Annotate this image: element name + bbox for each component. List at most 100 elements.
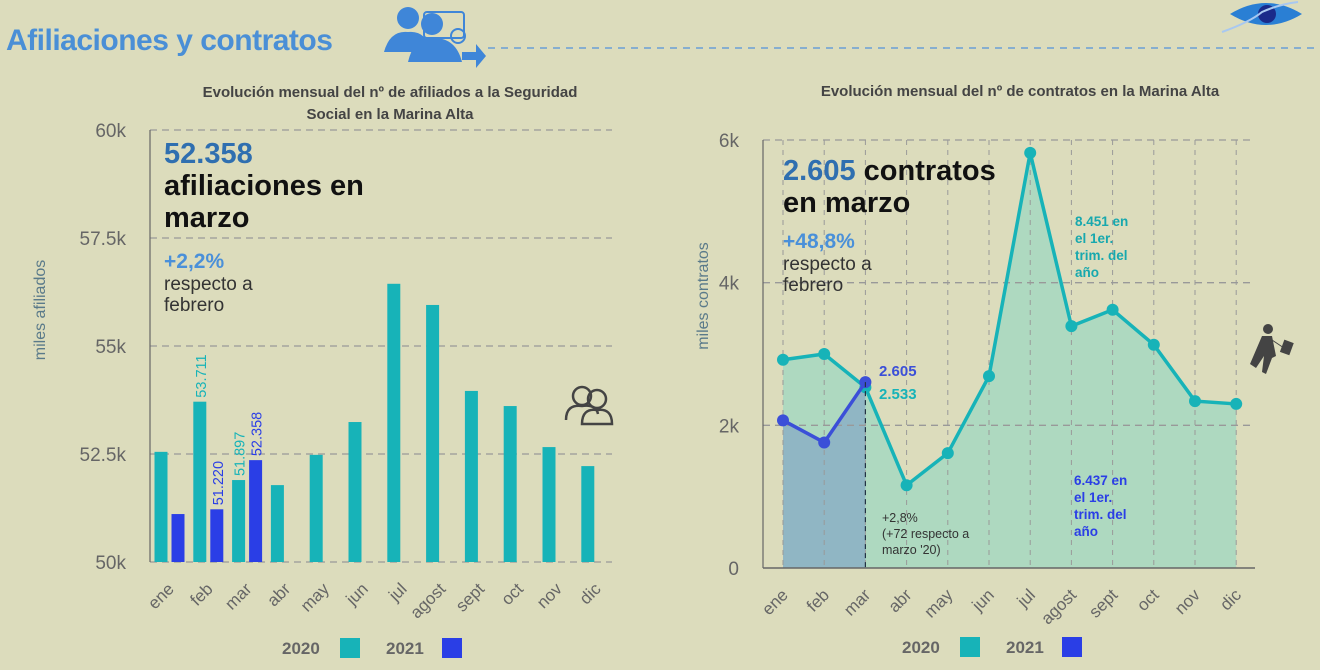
x-tick-label: mar xyxy=(840,585,874,619)
y-tick-label: 55k xyxy=(95,337,126,358)
contracts-headline: 2.605 contratos en marzo xyxy=(783,155,996,219)
y-tick-label: 60k xyxy=(95,121,126,142)
point-2020-jul xyxy=(1024,146,1037,159)
contracts-change: +48,8% respecto a febrero xyxy=(783,230,872,296)
bar-2020-sept xyxy=(464,390,478,562)
line-2020 xyxy=(782,152,1237,489)
note-line: (+72 respecto a xyxy=(882,527,970,541)
point-2020-jun xyxy=(983,370,995,383)
bar-2021-mar xyxy=(249,460,263,562)
data-label: 53.711 xyxy=(194,354,210,397)
note-line: 6.437 en xyxy=(1074,473,1128,488)
point-2020-dic xyxy=(1230,397,1243,410)
point-2020-abr xyxy=(900,479,913,492)
change-text: febrero xyxy=(164,295,225,316)
header-graphics xyxy=(384,1,1320,68)
bar-2021-ene xyxy=(171,514,185,562)
note-line: marzo '20) xyxy=(882,543,941,557)
point-2020-may xyxy=(941,447,954,460)
people-gear-icon xyxy=(384,7,486,68)
body xyxy=(1250,336,1276,374)
affiliations-headline: 52.358 afiliaciones en marzo xyxy=(164,138,364,234)
x-tick-label: may xyxy=(920,585,956,621)
bar-2020-jul xyxy=(387,283,401,562)
headline-number: 52.358 xyxy=(164,138,253,170)
note-2020-quarter: 8.451 en el 1er. trim. del año xyxy=(1075,213,1128,281)
point-2020-agost xyxy=(1065,320,1078,333)
affiliations-change: +2,2% respecto a febrero xyxy=(164,250,253,316)
y-tick-label: 57.5k xyxy=(80,229,127,250)
legend-swatch-2021 xyxy=(442,638,462,658)
bar-2020-abr xyxy=(270,485,284,562)
point-2020-oct xyxy=(1147,338,1160,351)
head xyxy=(586,388,608,410)
group-users-icon xyxy=(564,385,614,426)
x-tick-label: abr xyxy=(885,585,916,616)
x-tick-label: jun xyxy=(968,585,998,615)
y-tick-label: 2k xyxy=(719,416,740,437)
change-percent: +2,2% xyxy=(164,250,225,273)
head xyxy=(1263,324,1273,334)
y-axis-label: miles contratos xyxy=(695,242,712,350)
x-tick-label: feb xyxy=(803,585,833,615)
legend-swatch-2020 xyxy=(340,638,360,658)
chart-title-contracts: Evolución mensual del nº de contratos en… xyxy=(820,83,1220,100)
headline-text: contratos xyxy=(855,155,996,187)
data-label: 2.605 xyxy=(879,363,917,380)
area-2021 xyxy=(783,382,866,568)
note-line: año xyxy=(1075,265,1100,280)
note-line: +2,8% xyxy=(882,511,918,525)
body xyxy=(580,408,614,426)
headline-text: marzo xyxy=(164,202,250,234)
y-tick-label: 0 xyxy=(728,559,739,580)
change-percent: +48,8% xyxy=(783,230,855,253)
legend-label-2020: 2020 xyxy=(282,639,320,658)
note-line: trim. del xyxy=(1074,507,1127,522)
data-label: 2.533 xyxy=(879,386,917,403)
x-tick-label: ene xyxy=(758,585,791,618)
x-tick-label: nov xyxy=(1171,585,1204,618)
point-2021-ene xyxy=(777,414,789,427)
legend-label-2021: 2021 xyxy=(1006,638,1044,657)
data-label: 51.897 xyxy=(233,432,249,476)
walking-businessman-icon xyxy=(1250,324,1294,374)
note-march-change: +2,8% (+72 respecto a marzo '20) xyxy=(882,510,969,558)
bar-2020-jun xyxy=(348,422,362,562)
y-tick-label: 52.5k xyxy=(80,445,127,466)
data-label: 51.220 xyxy=(211,461,227,505)
headline-text: en marzo xyxy=(783,187,911,219)
change-text: febrero xyxy=(783,275,844,296)
point-2021-feb xyxy=(818,436,831,449)
legend-swatch-2020 xyxy=(960,637,980,657)
bar-2020-ene xyxy=(154,451,168,562)
bar-2020-feb xyxy=(193,401,207,562)
note-line: 8.451 en xyxy=(1075,214,1129,229)
note-line: el 1er. xyxy=(1075,231,1114,246)
note-line: trim. del xyxy=(1075,248,1128,263)
change-text: respecto a xyxy=(164,274,253,295)
point-2020-sept xyxy=(1106,303,1119,316)
bar-2020-dic xyxy=(581,466,595,562)
y-tick-label: 4k xyxy=(719,274,740,295)
briefcase xyxy=(1279,339,1294,356)
x-tick-label: agost xyxy=(1037,585,1080,628)
chart-title-line: Social en la Marina Alta xyxy=(306,106,474,123)
note-line: el 1er. xyxy=(1074,490,1113,505)
bar-2021-feb xyxy=(210,509,224,562)
y-tick-label: 6k xyxy=(719,131,740,152)
point-2020-feb xyxy=(818,348,831,360)
x-tick-label: sept xyxy=(1085,585,1121,621)
legend-label-2021: 2021 xyxy=(386,639,424,658)
bar-2020-agost xyxy=(426,304,440,562)
headline-text: afiliaciones en xyxy=(164,170,364,202)
chart-title-affiliations: Evolución mensual del nº de afiliados a … xyxy=(150,82,630,126)
change-text: respecto a xyxy=(783,254,872,275)
data-label: 52.358 xyxy=(250,412,266,456)
x-tick-label: oct xyxy=(1133,585,1163,615)
note-2021-quarter: 6.437 en el 1er. trim. del año xyxy=(1074,472,1127,540)
y-axis-label: miles afiliados xyxy=(32,260,49,360)
legend-swatch-2021 xyxy=(1062,637,1082,657)
bar-2020-oct xyxy=(503,406,517,562)
bar-2020-may xyxy=(309,454,323,562)
